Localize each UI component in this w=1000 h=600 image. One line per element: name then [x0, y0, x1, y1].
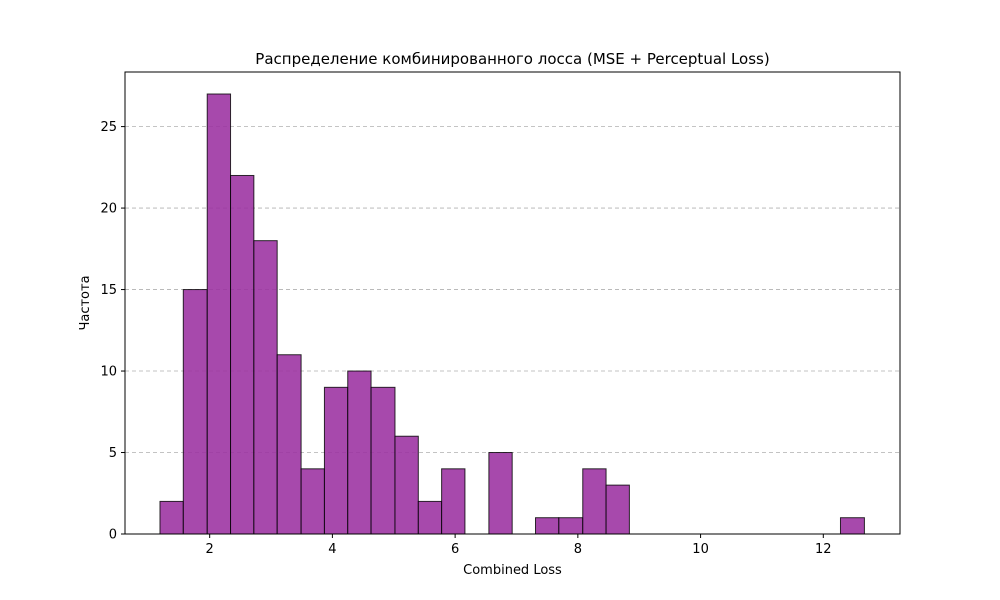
histogram-bar [323, 386, 349, 535]
histogram-bars [159, 93, 865, 535]
histogram-bar [441, 468, 466, 535]
histogram-bar [394, 435, 419, 535]
x-tick-label: 4 [328, 542, 336, 557]
x-tick-label: 12 [815, 542, 832, 557]
x-axis-ticks: 2 4 6 8 10 12 [206, 534, 832, 557]
histogram-bar [347, 370, 372, 535]
histogram-bar [182, 289, 208, 535]
histogram-bar [488, 452, 513, 535]
x-axis-label: Combined Loss [463, 563, 562, 578]
x-tick-label: 10 [692, 542, 709, 557]
plot-frame [124, 71, 901, 535]
histogram-bar [230, 174, 255, 535]
histogram-bar [839, 517, 865, 535]
y-tick-label: 25 [100, 120, 117, 135]
y-axis-ticks: 0 5 10 15 20 25 [100, 120, 125, 543]
x-tick-label: 6 [451, 542, 459, 557]
histogram-bar [582, 468, 607, 535]
y-tick-label: 20 [100, 202, 117, 217]
y-tick-label: 0 [109, 528, 117, 543]
y-axis-label: Частота [78, 275, 93, 330]
y-tick-label: 5 [109, 446, 117, 461]
histogram-bar [535, 517, 560, 535]
chart-title: Распределение комбинированного лосса (MS… [255, 50, 769, 68]
x-tick-label: 2 [206, 542, 214, 557]
histogram-bar [159, 500, 184, 535]
histogram-bar [300, 468, 325, 535]
histogram-bar [206, 93, 232, 535]
y-tick-label: 15 [100, 283, 117, 298]
histogram-bar [417, 500, 443, 535]
y-tick-label: 10 [100, 365, 117, 380]
x-tick-label: 8 [574, 542, 582, 557]
histogram-bar [605, 484, 630, 535]
histogram-bar [370, 386, 396, 535]
histogram-bar [558, 517, 584, 535]
histogram-bar [253, 240, 278, 535]
histogram-bar [276, 354, 302, 535]
